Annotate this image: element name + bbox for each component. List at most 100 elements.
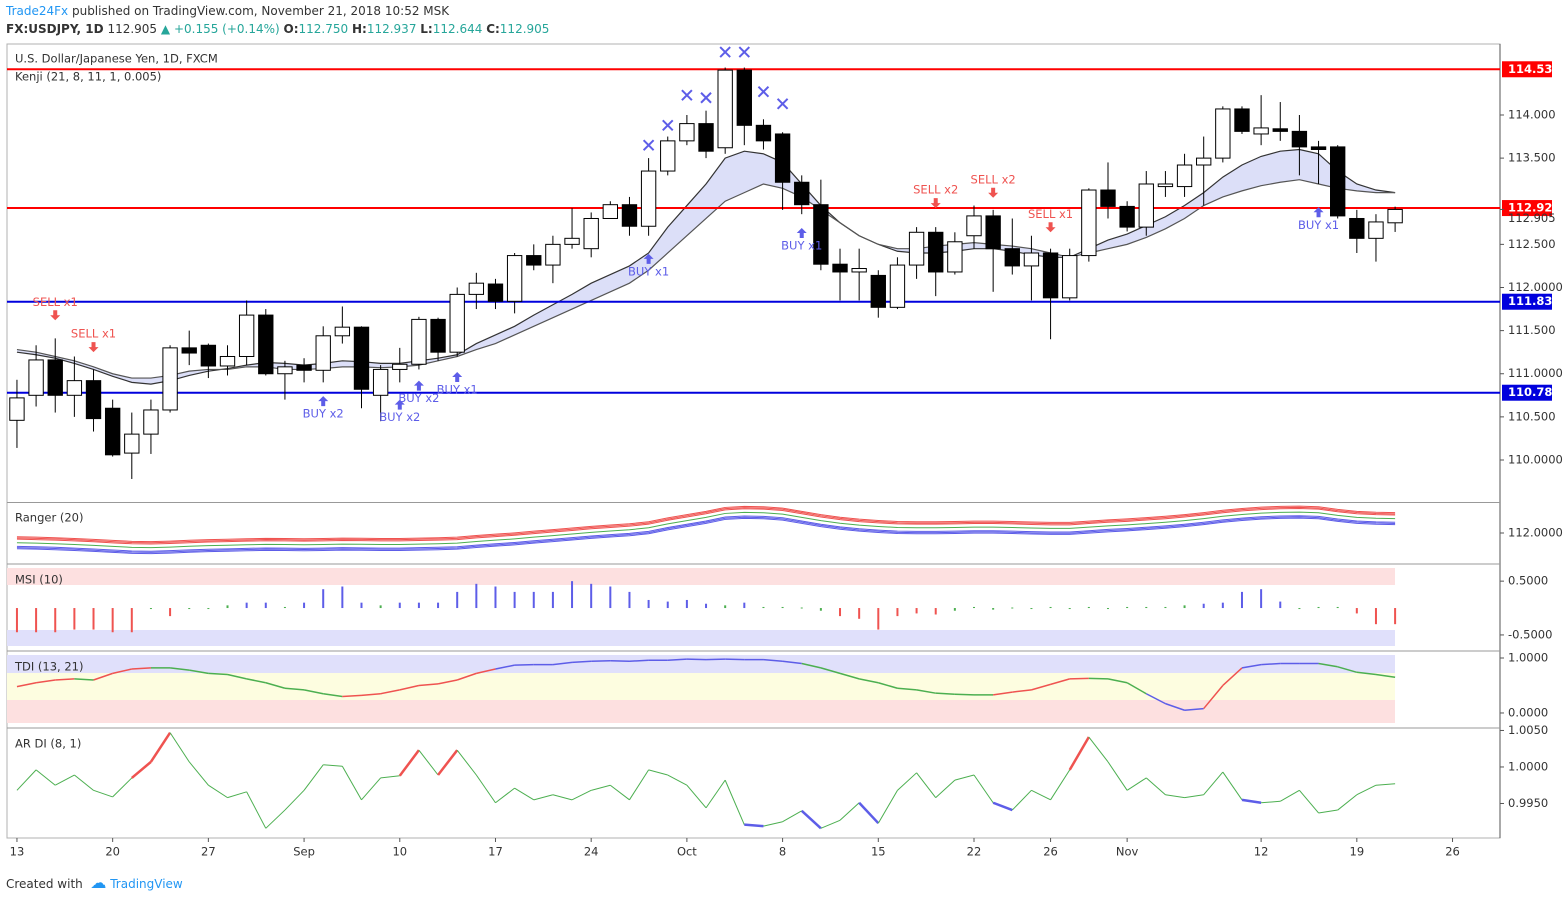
signal-label: BUY x1	[1298, 218, 1339, 232]
signal-arrow	[1045, 222, 1056, 233]
msi-bar	[628, 591, 631, 609]
msi-bar	[35, 608, 38, 633]
y-tick-label: 1.0050	[1508, 723, 1548, 737]
indicator-segment	[782, 660, 802, 665]
indicator-segment	[993, 691, 1013, 696]
signal-arrow	[318, 396, 329, 407]
msi-bar	[1279, 601, 1282, 609]
level-label: 110.780	[1508, 385, 1560, 399]
msi-bar	[130, 608, 133, 633]
y-tick-label: 114.000	[1508, 107, 1556, 121]
ohlc-value: 112.750	[298, 22, 349, 36]
ranger-line	[16, 505, 1396, 543]
panel-title: Ranger (20)	[15, 511, 83, 525]
msi-bar	[1183, 605, 1186, 609]
signal-arrow	[413, 380, 424, 391]
last: 112.905	[107, 22, 158, 36]
signal-arrow	[1313, 207, 1324, 218]
indicator-title: Kenji (21, 8, 11, 1, 0.005)	[15, 70, 161, 84]
x-tick-label: 26	[1043, 845, 1058, 859]
level-tag	[1502, 384, 1552, 401]
indicator-segment	[399, 684, 420, 691]
indicator-segment	[610, 659, 630, 663]
candle-body	[162, 347, 178, 411]
indicator-segment	[610, 784, 630, 801]
candle-body	[794, 181, 810, 206]
indicator-segment	[55, 678, 75, 681]
indicator-segment	[35, 769, 56, 786]
panel-title: U.S. Dollar/Japanese Yen, 1D, FXCM	[15, 52, 218, 66]
indicator-segment	[1031, 683, 1051, 691]
y-tick-label: 0.0000	[1508, 705, 1548, 719]
candle-body	[1119, 205, 1135, 228]
indicator-segment	[131, 667, 151, 670]
msi-bar	[953, 608, 956, 611]
indicator-segment	[1050, 769, 1071, 801]
indicator-segment	[763, 821, 783, 827]
indicator-segment	[1126, 682, 1147, 695]
candle-body	[1330, 146, 1346, 217]
y-tick-label: 0.5000	[1508, 574, 1548, 588]
indicator-segment	[361, 692, 381, 697]
ranger-line	[16, 508, 1396, 545]
ranger-line	[16, 516, 1396, 553]
indicator-segment	[54, 774, 75, 786]
indicator-segment	[1184, 794, 1204, 799]
candle-body	[219, 355, 236, 367]
y-tick-label: 1.0000	[1508, 650, 1548, 664]
indicator-segment	[74, 678, 94, 681]
indicator-segment	[189, 669, 209, 675]
ohlc-value: 112.905	[499, 22, 550, 36]
indicator-segment	[1356, 784, 1377, 796]
candle-body	[66, 380, 83, 396]
msi-lower-zone	[7, 630, 1395, 646]
msi-bar	[1394, 608, 1397, 625]
indicator-segment	[706, 658, 726, 661]
msi-bar	[475, 583, 478, 609]
msi-bar	[1240, 591, 1243, 609]
indicator-segment	[571, 789, 592, 801]
candle-body	[143, 409, 159, 435]
candle-body	[1062, 255, 1078, 299]
indicator-segment	[495, 664, 515, 670]
signal-arrow	[930, 198, 941, 209]
indicator-segment	[763, 658, 783, 663]
indicator-segment	[800, 809, 822, 830]
msi-bar	[781, 606, 784, 609]
level-label: 112.921	[1508, 201, 1560, 215]
indicator-segment	[1050, 678, 1070, 686]
level-label: 111.835	[1508, 294, 1560, 308]
signal-arrow	[988, 187, 999, 198]
indicator-segment	[361, 777, 382, 801]
candle-body	[506, 255, 523, 302]
indicator-segment	[323, 764, 343, 767]
candle-body	[1176, 164, 1193, 188]
msi-bar	[1106, 608, 1109, 610]
candle-body	[755, 124, 772, 142]
indicator-segment	[1165, 702, 1185, 711]
indicator-segment	[1261, 800, 1281, 804]
candle-body	[353, 326, 370, 390]
indicator-segment	[1375, 783, 1396, 786]
x-mark	[776, 98, 789, 110]
indicator-segment	[514, 787, 535, 801]
indicator-segment	[1203, 685, 1224, 710]
indicator-segment	[341, 765, 362, 801]
footer-brand[interactable]: TradingView	[110, 877, 183, 891]
candle-body	[315, 335, 331, 371]
candle-body	[1042, 252, 1059, 299]
y-tick-label: 113.500	[1508, 151, 1556, 165]
candle-body	[392, 363, 408, 370]
candle-body	[908, 231, 925, 266]
indicator-segment	[475, 774, 496, 804]
candle-body	[1157, 183, 1174, 188]
candle-body	[1215, 108, 1231, 159]
msi-bar	[877, 608, 880, 630]
indicator-segment	[705, 779, 726, 809]
tdi-upper-zone	[7, 655, 1395, 673]
candle-body	[334, 326, 351, 337]
indicator-segment	[839, 802, 860, 821]
indicator-segment	[1241, 663, 1262, 669]
indicator-segment	[1068, 736, 1090, 771]
msi-bar	[1145, 606, 1148, 609]
